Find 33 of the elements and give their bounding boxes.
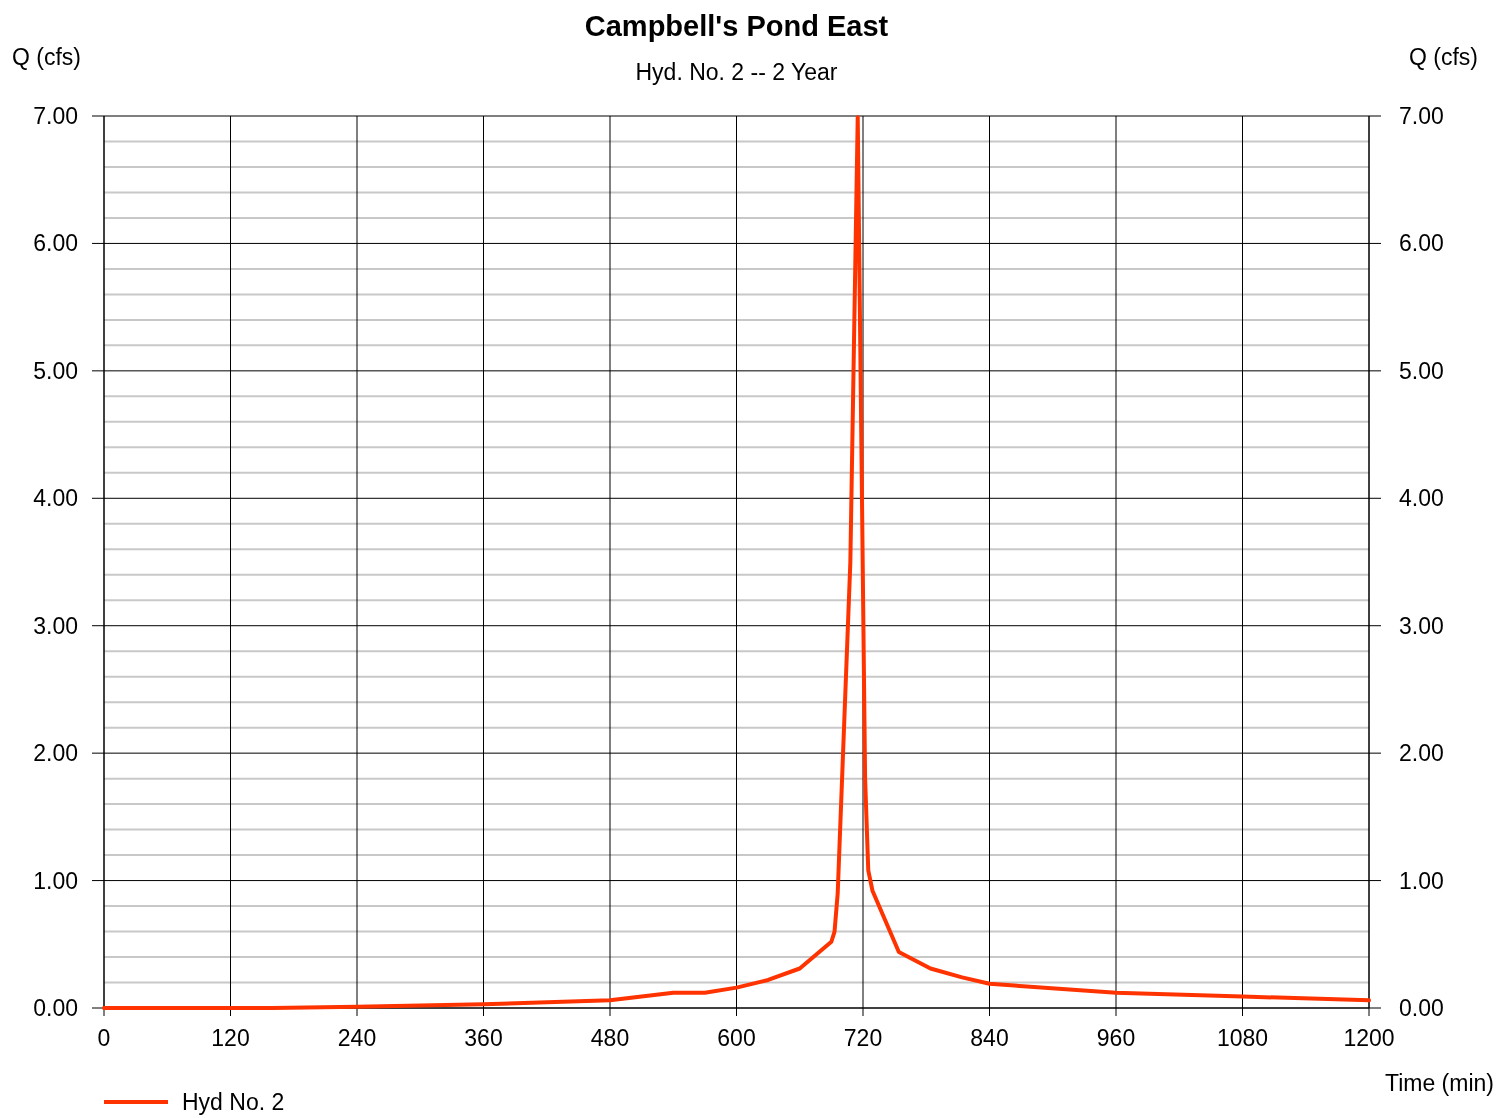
y2-tick-label: 5.00	[1399, 357, 1444, 384]
chart-title: Campbell's Pond East	[584, 10, 889, 42]
y-tick-label: 3.00	[33, 612, 78, 639]
x-tick-label: 1080	[1216, 1025, 1269, 1051]
y2-tick-label: 2.00	[1399, 740, 1444, 767]
x-tick-label: 600	[717, 1025, 756, 1051]
x-tick-label: 480	[590, 1025, 630, 1051]
y-tick-label: 6.00	[33, 230, 78, 257]
y2-axis-title: Q (cfs)	[1409, 44, 1478, 70]
y2-tick-label: 3.00	[1399, 612, 1444, 639]
x-axis-title: Time (min)	[1384, 1070, 1494, 1096]
y-tick-label: 7.00	[33, 103, 78, 130]
y-tick-label: 4.00	[33, 485, 78, 512]
x-tick-label: 720	[843, 1025, 883, 1051]
chart-subtitle: Hyd. No. 2 -- 2 Year	[635, 59, 838, 85]
legend-label: Hyd No. 2	[182, 1089, 285, 1116]
x-tick-label: 0	[97, 1025, 111, 1051]
y2-tick-label: 7.00	[1399, 103, 1444, 130]
y-axis-title: Q (cfs)	[12, 44, 81, 70]
y2-tick-label: 4.00	[1399, 485, 1444, 512]
y-tick-label: 5.00	[33, 357, 78, 384]
x-tick-label: 960	[1096, 1025, 1136, 1051]
y2-tick-label: 0.00	[1399, 995, 1444, 1022]
x-tick-label: 240	[337, 1025, 377, 1051]
y-tick-label: 0.00	[33, 995, 78, 1022]
x-tick-label: 120	[211, 1025, 250, 1051]
y-tick-label: 1.00	[33, 867, 78, 894]
y-tick-label: 2.00	[33, 740, 78, 767]
x-tick-label: 360	[464, 1025, 503, 1051]
y2-tick-label: 1.00	[1399, 867, 1444, 894]
x-tick-label: 840	[970, 1025, 1009, 1051]
x-tick-label: 1200	[1343, 1025, 1395, 1051]
y2-tick-label: 6.00	[1399, 230, 1444, 257]
